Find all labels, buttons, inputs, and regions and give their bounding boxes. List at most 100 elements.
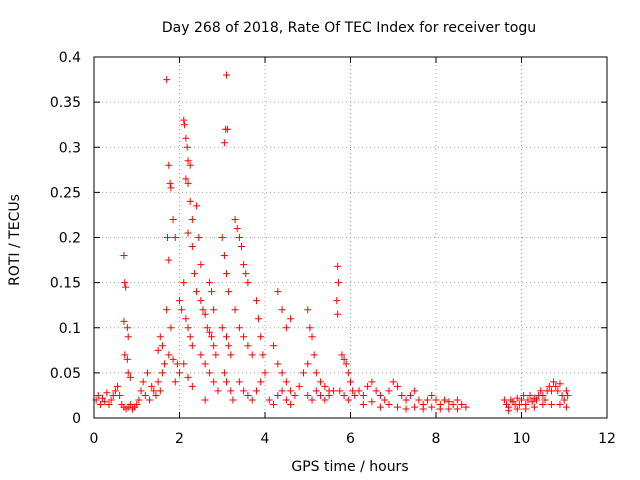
data-point — [428, 391, 436, 399]
data-points — [92, 71, 572, 415]
data-point — [184, 229, 192, 237]
x-tick-label: 12 — [598, 431, 616, 447]
data-point — [274, 288, 282, 296]
data-point — [116, 391, 124, 399]
x-tick-label: 6 — [346, 431, 355, 447]
data-point — [235, 378, 243, 386]
data-point — [218, 324, 226, 332]
data-point — [164, 234, 172, 241]
data-point — [218, 234, 226, 241]
data-point — [419, 405, 427, 413]
data-point — [270, 342, 278, 350]
data-point — [278, 306, 286, 314]
data-point — [223, 378, 231, 386]
data-point — [220, 252, 228, 260]
data-point — [325, 391, 333, 399]
data-point — [394, 382, 402, 390]
y-tick-label: 0.1 — [59, 321, 81, 337]
data-point — [163, 306, 171, 314]
data-point — [270, 400, 278, 408]
data-point — [156, 333, 164, 341]
data-point — [389, 378, 397, 386]
data-point — [518, 396, 525, 404]
data-point — [182, 134, 190, 142]
data-point — [317, 378, 325, 386]
data-point — [193, 202, 201, 210]
data-point — [274, 360, 282, 368]
data-point — [96, 400, 104, 408]
data-point — [556, 380, 564, 388]
y-axis-label: ROTI / TECUs — [7, 194, 23, 286]
data-point — [312, 387, 320, 395]
data-point — [210, 342, 218, 350]
data-point — [310, 351, 318, 359]
data-point — [556, 400, 564, 408]
data-point — [524, 396, 532, 404]
data-point — [167, 324, 175, 332]
data-point — [201, 360, 209, 368]
data-point — [156, 387, 164, 395]
data-point — [436, 405, 444, 413]
data-point — [428, 403, 436, 411]
data-point — [338, 351, 346, 359]
data-point — [441, 396, 449, 404]
data-point — [126, 373, 134, 381]
data-point — [124, 333, 132, 341]
data-point — [205, 328, 213, 336]
data-point — [210, 378, 218, 386]
data-point — [449, 400, 457, 408]
data-point — [453, 396, 461, 404]
data-point — [184, 179, 192, 187]
data-point — [223, 333, 231, 341]
data-point — [547, 400, 555, 408]
data-point — [227, 351, 235, 359]
data-point — [402, 405, 410, 413]
data-point — [94, 391, 102, 399]
data-point — [139, 378, 147, 386]
data-point — [308, 333, 316, 341]
data-point — [282, 396, 290, 404]
data-point — [114, 382, 122, 390]
data-point — [349, 387, 357, 395]
data-point — [214, 387, 222, 395]
data-point — [107, 396, 115, 404]
data-point — [252, 297, 260, 305]
data-point — [385, 387, 393, 395]
data-point — [394, 403, 402, 411]
y-tick-label: 0.2 — [59, 231, 81, 247]
data-point — [227, 387, 235, 395]
data-point — [445, 398, 453, 406]
data-point — [184, 373, 192, 381]
data-point — [347, 378, 354, 386]
y-tick-label: 0.4 — [59, 50, 81, 66]
data-point — [532, 396, 540, 404]
data-point — [109, 391, 117, 399]
data-point — [126, 400, 134, 408]
data-point — [329, 387, 337, 395]
data-point — [208, 333, 216, 341]
data-point — [299, 369, 307, 377]
data-point — [411, 387, 419, 395]
data-point — [135, 396, 143, 404]
data-point — [562, 403, 570, 411]
data-point — [255, 315, 263, 323]
data-point — [415, 396, 423, 404]
data-point — [150, 387, 158, 395]
data-point — [530, 403, 538, 411]
data-point — [265, 396, 273, 404]
data-point — [161, 360, 169, 368]
data-point — [182, 315, 190, 323]
data-point — [539, 400, 547, 408]
data-point — [220, 139, 228, 147]
data-point — [321, 382, 329, 390]
data-point — [123, 324, 131, 332]
data-point — [212, 351, 220, 359]
data-point — [235, 234, 243, 241]
data-point — [333, 297, 341, 305]
data-point — [169, 215, 177, 223]
data-point — [500, 396, 508, 404]
data-point — [165, 351, 173, 359]
data-point — [165, 161, 173, 169]
data-point — [199, 306, 207, 314]
data-point — [197, 297, 205, 305]
